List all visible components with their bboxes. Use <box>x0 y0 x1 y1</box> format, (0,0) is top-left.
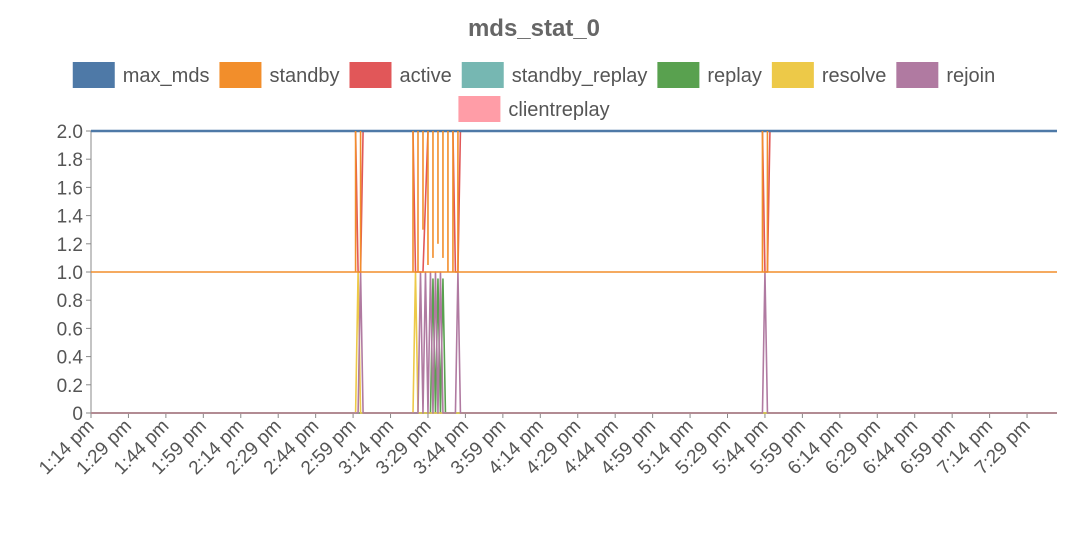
legend-label: resolve <box>822 65 886 87</box>
legend-label: replay <box>707 65 761 87</box>
series-line-rejoin <box>91 271 1057 414</box>
y-tick-label: 0.4 <box>57 348 84 369</box>
y-tick-label: 1.4 <box>57 207 84 228</box>
legend: max_mds standby active standby_replay replay… <box>72 62 995 122</box>
legend-item-resolve[interactable]: resolve <box>771 62 886 88</box>
legend-item-standby[interactable]: standby <box>219 62 340 88</box>
legend-swatch <box>219 62 262 88</box>
legend-item-clientreplay[interactable]: clientreplay <box>458 96 610 122</box>
legend-label: standby_replay <box>512 65 648 87</box>
y-tick-label: 0.2 <box>57 376 83 397</box>
legend-swatch <box>771 62 814 88</box>
y-tick-label: 0.8 <box>57 291 83 312</box>
y-tick-label: 0.6 <box>57 319 83 340</box>
x-axis: 1:14 pm1:29 pm1:44 pm1:59 pm2:14 pm2:29 … <box>35 412 1057 479</box>
plot-area <box>91 129 1057 414</box>
legend-label: active <box>399 65 451 87</box>
chart-title: mds_stat_0 <box>468 15 600 42</box>
legend-item-active[interactable]: active <box>349 62 452 88</box>
legend-item-max-mds[interactable]: max_mds <box>72 62 210 88</box>
series-line-replay <box>91 278 1057 414</box>
y-tick-label: 1.2 <box>57 235 83 256</box>
legend-item-replay[interactable]: replay <box>657 62 762 88</box>
series-line-resolve <box>91 271 1057 414</box>
legend-swatch <box>458 96 501 122</box>
y-tick-label: 1.8 <box>57 150 83 171</box>
y-tick-label: 0 <box>72 404 83 425</box>
legend-label: clientreplay <box>508 99 609 121</box>
legend-label: max_mds <box>123 65 210 87</box>
legend-label: rejoin <box>946 65 995 87</box>
y-tick-label: 1.6 <box>57 178 83 199</box>
legend-item-standby-replay[interactable]: standby_replay <box>461 62 648 88</box>
legend-swatch <box>72 62 115 88</box>
legend-swatch <box>657 62 700 88</box>
legend-item-rejoin[interactable]: rejoin <box>896 62 995 88</box>
y-tick-label: 1.0 <box>57 263 83 284</box>
legend-label: standby <box>269 65 339 87</box>
y-axis: 0 0.2 0.4 0.6 0.8 1.0 1.2 1.4 1.6 1.8 2.0 <box>57 122 92 425</box>
legend-swatch <box>461 62 504 88</box>
legend-swatch <box>896 62 939 88</box>
legend-swatch <box>349 62 392 88</box>
y-tick-label: 2.0 <box>57 122 83 143</box>
series-line-active <box>91 130 1057 273</box>
